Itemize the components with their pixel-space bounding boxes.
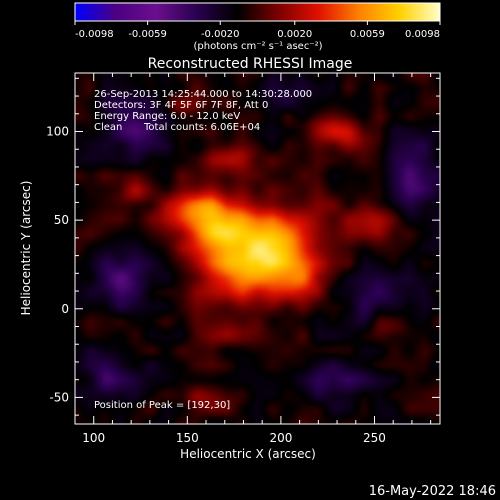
- annotation-total-counts: Total counts: 6.06E+04: [143, 122, 260, 133]
- annotation-time-range: 26-Sep-2013 14:25:44.000 to 14:30:28.000: [94, 89, 312, 100]
- y-axis-label: Heliocentric Y (arcsec): [19, 181, 33, 316]
- y-tick-label: 0: [61, 302, 69, 316]
- colorbar: -0.0098 -0.0059 -0.0020 0.0020 0.0059 0.0098 …: [74, 2, 441, 52]
- colorbar-tick-label: -0.0020: [201, 29, 240, 40]
- y-tick-label: 100: [46, 125, 69, 139]
- x-tick-label: 100: [82, 431, 105, 445]
- colorbar-tick-label: -0.0059: [128, 29, 167, 40]
- heatmap-image: [75, 73, 440, 424]
- annotation-energy-range: Energy Range: 6.0 - 12.0 keV: [94, 111, 240, 122]
- plot-frame: [74, 72, 441, 425]
- plot-area: 100 150 200 250 -50 0 50 100: [46, 72, 441, 445]
- x-axis-label: Heliocentric X (arcsec): [180, 447, 316, 461]
- axis-ticks: 100 150 200 250 -50 0 50 100: [46, 73, 440, 445]
- annotation-peak-position: Position of Peak = [192,30]: [94, 400, 230, 411]
- annotation-block: 26-Sep-2013 14:25:44.000 to 14:30:28.000…: [94, 89, 312, 411]
- annotation-detectors: Detectors: 3F 4F 5F 6F 7F 8F, Att 0: [94, 100, 268, 111]
- footer-timestamp: 16-May-2022 18:46: [369, 484, 496, 499]
- annotation-method: Clean: [94, 122, 122, 133]
- chart-title: Reconstructed RHESSI Image: [148, 56, 353, 72]
- colorbar-tick-label: 0.0098: [405, 29, 440, 40]
- colorbar-ticks: -0.0098 -0.0059 -0.0020 0.0020 0.0059 0.0098: [74, 21, 441, 40]
- y-tick-label: 50: [54, 213, 69, 227]
- colorbar-tick-label: -0.0098: [75, 29, 114, 40]
- x-tick-label: 150: [176, 431, 199, 445]
- colorbar-tick-label: 0.0020: [277, 29, 312, 40]
- x-tick-label: 250: [363, 431, 386, 445]
- colorbar-tick-label: 0.0059: [350, 29, 385, 40]
- x-tick-label: 200: [269, 431, 292, 445]
- y-tick-label: -50: [49, 390, 69, 404]
- colorbar-unit-label: (photons cm⁻² s⁻¹ asec⁻²): [193, 41, 322, 52]
- colorbar-gradient: [74, 2, 441, 22]
